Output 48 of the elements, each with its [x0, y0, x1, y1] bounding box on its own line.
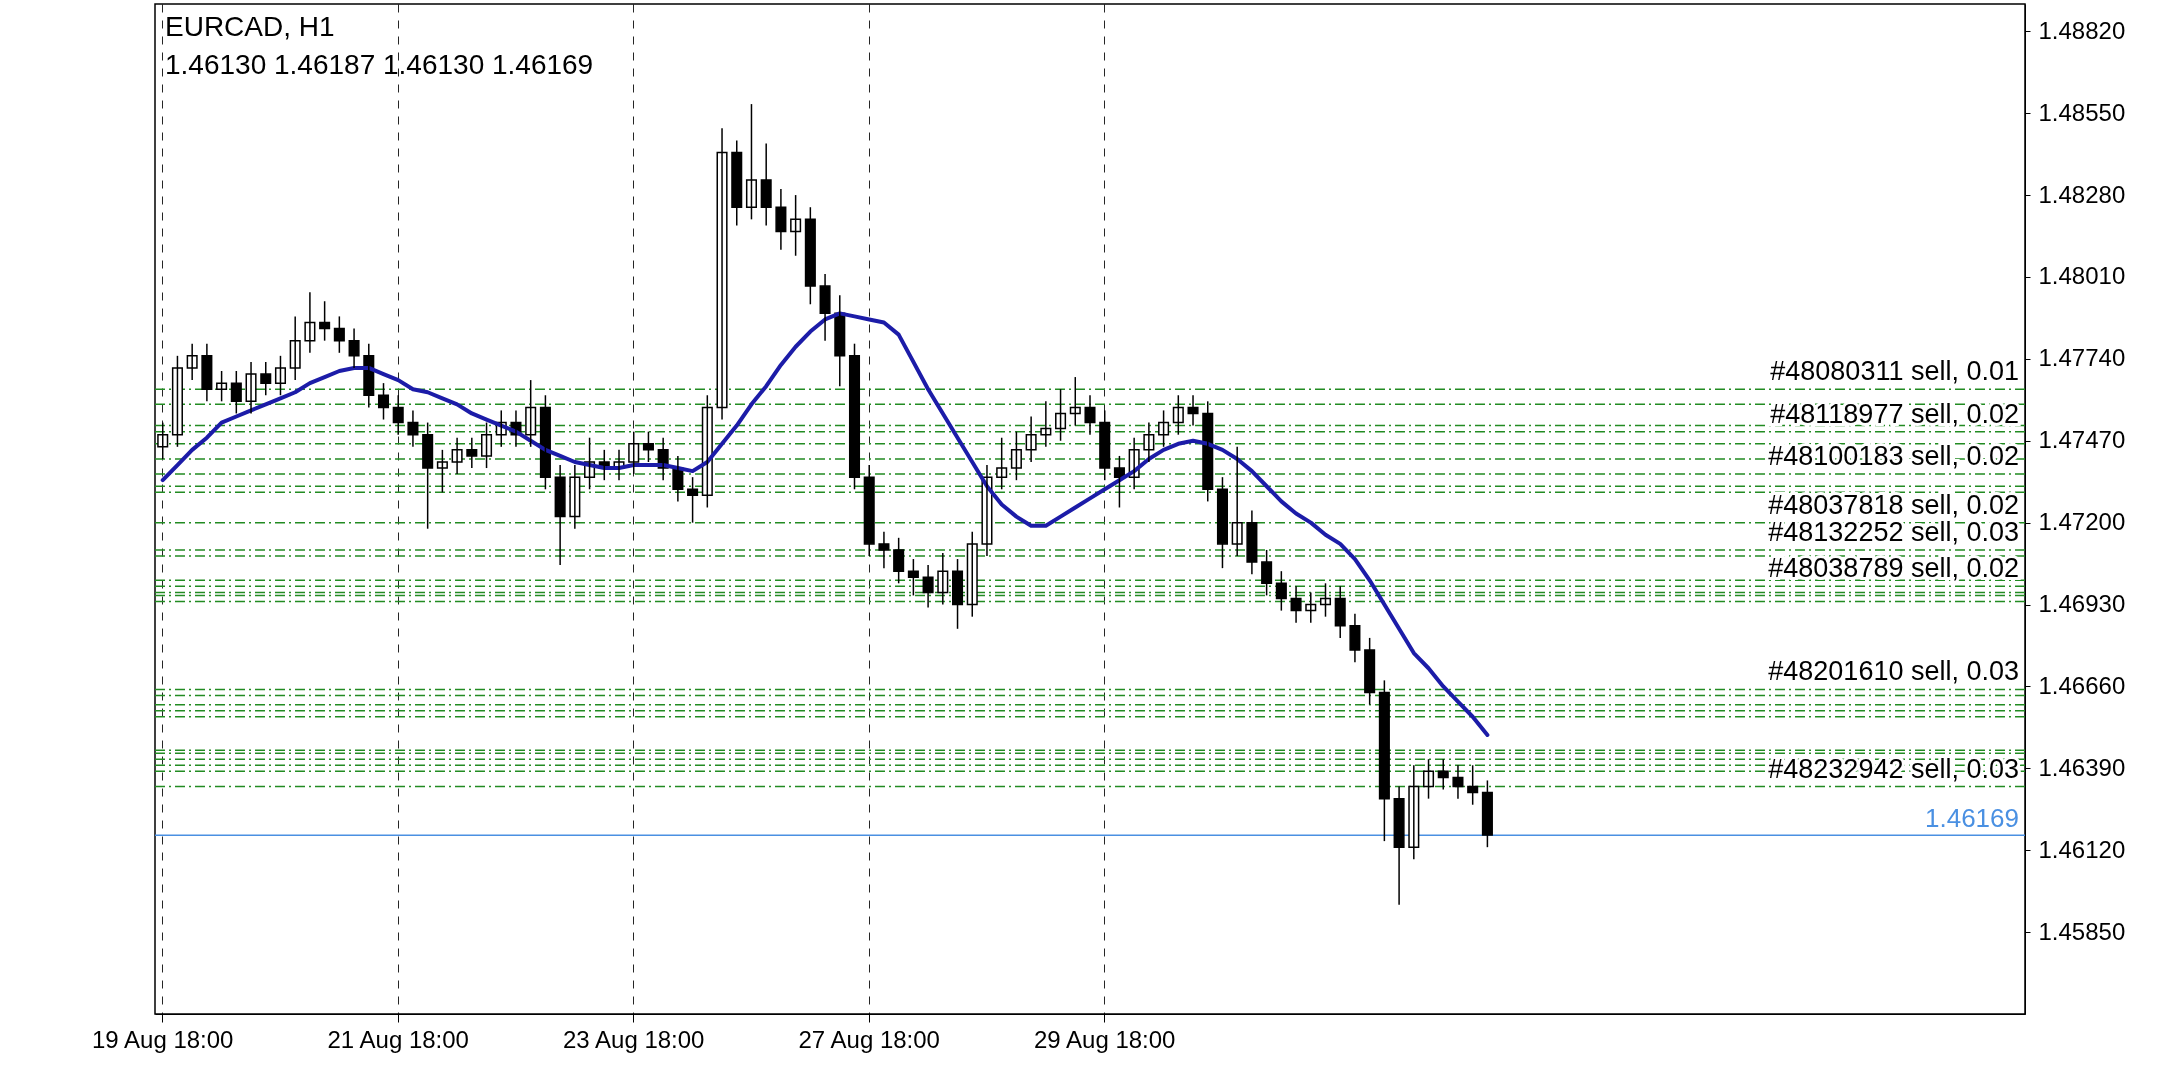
- candlestick: [1261, 549, 1273, 597]
- candlestick: [1378, 679, 1390, 842]
- y-tick-label: 1.48010: [2038, 262, 2126, 290]
- candlestick: [1010, 430, 1022, 481]
- candlestick: [848, 342, 861, 491]
- candlestick: [230, 370, 242, 415]
- y-tick-label: 1.47200: [2038, 508, 2126, 536]
- y-tick-label: 1.47470: [2038, 426, 2126, 454]
- y-tick-label: 1.46390: [2038, 753, 2126, 781]
- y-tick-label: 1.46660: [2038, 671, 2126, 699]
- candlestick: [481, 421, 493, 469]
- x-tick-label: 19 Aug 18:00: [91, 1025, 234, 1053]
- x-tick-label: 27 Aug 18:00: [798, 1025, 940, 1053]
- x-tick-label: 29 Aug 18:00: [1033, 1025, 1176, 1053]
- candlestick: [996, 436, 1008, 491]
- candlestick: [1481, 779, 1493, 848]
- y-tick-label: 1.48550: [2038, 98, 2126, 126]
- x-tick-label: 21 Aug 18:00: [327, 1025, 469, 1053]
- y-tick-label: 1.45850: [2038, 917, 2126, 945]
- y-tick-label: 1.47740: [2038, 344, 2126, 372]
- ref-line-label: 1.46169: [1925, 803, 2019, 834]
- y-tick-label: 1.46120: [2038, 835, 2126, 863]
- candlestick: [1364, 637, 1376, 706]
- ref-line-label: #48037818 sell, 0.02: [1768, 489, 2019, 520]
- chart-title: EURCAD, H1: [165, 11, 335, 42]
- candlestick: [745, 103, 758, 221]
- candlestick: [804, 206, 816, 306]
- x-tick-label: 23 Aug 18:00: [562, 1025, 705, 1053]
- text: 1.46130 1.46187 1.46130 1.46169: [165, 49, 594, 80]
- candlestick: [422, 421, 434, 530]
- candlestick: [274, 355, 287, 397]
- candlestick: [893, 537, 905, 585]
- candlestick: [436, 449, 448, 494]
- ref-line-label: #48080311 sell, 0.01: [1770, 356, 2019, 387]
- y-tick-label: 1.46930: [2038, 590, 2126, 618]
- candlestick: [966, 531, 978, 618]
- candlestick: [171, 355, 183, 448]
- y-tick-label: 1.48280: [2038, 180, 2126, 208]
- y-tick-label: 1.48820: [2038, 16, 2126, 44]
- candlestick: [642, 430, 654, 463]
- candlestick: [952, 558, 964, 630]
- ref-line-label: #48038789 sell, 0.02: [1768, 553, 2019, 584]
- candlestick: [907, 558, 919, 597]
- ref-line-label: #48118977 sell, 0.02: [1770, 398, 2019, 429]
- ref-line-label: #48201610 sell, 0.03: [1768, 656, 2019, 687]
- candlestick: [216, 370, 228, 403]
- candlestick: [1216, 476, 1228, 569]
- line-series: [160, 311, 1490, 737]
